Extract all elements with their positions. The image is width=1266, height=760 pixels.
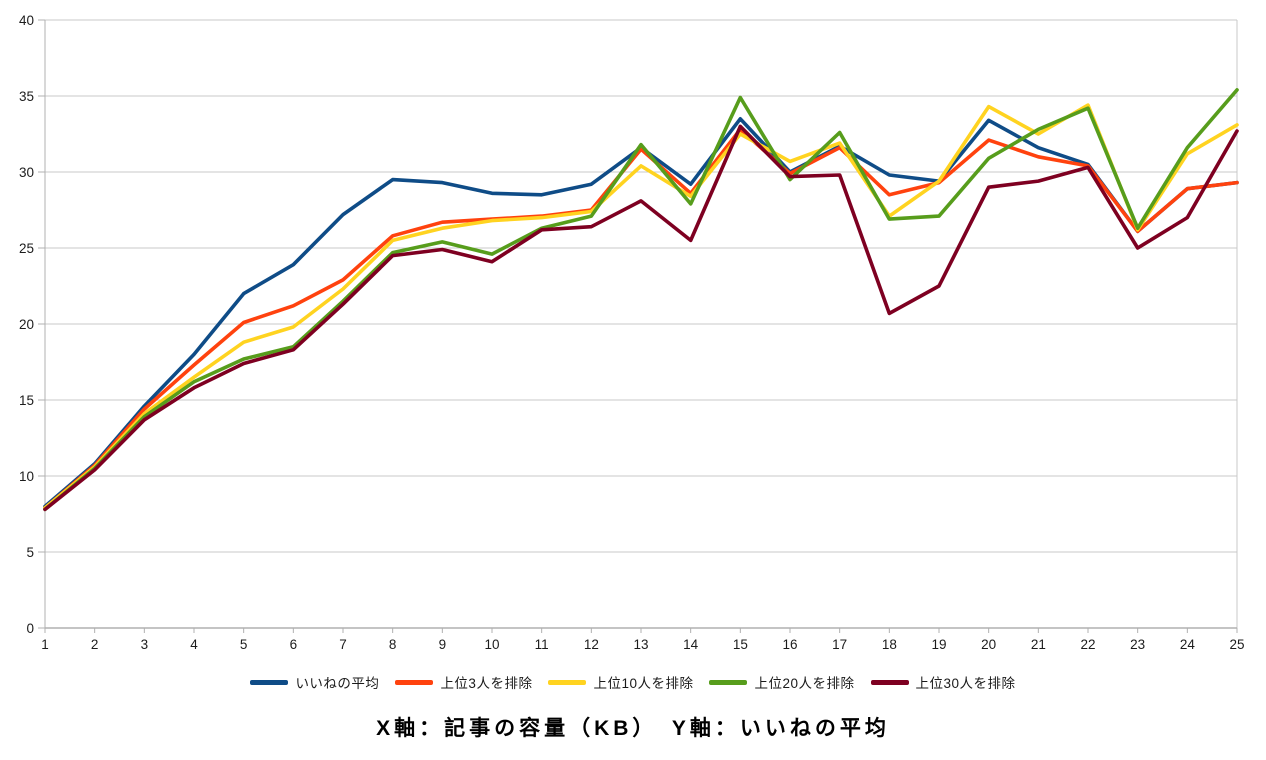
x-axis-label-5: 5 [240, 637, 248, 652]
x-axis-label-7: 7 [339, 637, 347, 652]
x-axis-label-19: 19 [931, 637, 946, 652]
x-axis-label-4: 4 [190, 637, 198, 652]
legend-line-swatch-maroon [870, 679, 909, 685]
x-axis-label-22: 22 [1080, 637, 1095, 652]
legend-label: 上位10人を排除 [593, 676, 694, 691]
legend-line-swatch-green [709, 679, 748, 685]
x-axis-label-6: 6 [290, 637, 298, 652]
legend-line-swatch-blue [250, 679, 289, 685]
x-axis-label-23: 23 [1130, 637, 1145, 652]
y-axis-label-15: 15 [19, 393, 34, 408]
axes [38, 19, 1238, 633]
y-axis-label-40: 40 [19, 13, 34, 28]
legend-label: 上位3人を排除 [440, 676, 533, 691]
x-axis-label-12: 12 [584, 637, 599, 652]
y-axis-label-10: 10 [19, 469, 34, 484]
gridlines [45, 19, 1237, 629]
x-axis-label-24: 24 [1180, 637, 1196, 652]
chart-legend: いいねの平均 上位3人を排除 上位10人を排除 上位20人を排除 上位30人を排… [0, 672, 1266, 692]
y-axis-label-20: 20 [19, 317, 34, 332]
x-axis-label-1: 1 [41, 637, 49, 652]
legend-item-exclude-top10: 上位10人を排除 [548, 672, 693, 692]
y-axis-label-5: 5 [26, 545, 34, 560]
legend-item-exclude-top30: 上位30人を排除 [870, 672, 1016, 692]
x-axis-label-20: 20 [981, 637, 996, 652]
y-axis-label-35: 35 [19, 89, 34, 104]
x-axis-label-15: 15 [733, 637, 748, 652]
x-axis-label-3: 3 [141, 637, 149, 652]
x-axis-label-9: 9 [439, 637, 447, 652]
x-axis-label-16: 16 [782, 637, 797, 652]
legend-line-swatch-orange [395, 679, 434, 685]
series-line-1 [43, 127, 1239, 510]
x-axis-label-18: 18 [882, 637, 897, 652]
legend-item-exclude-top3: 上位3人を排除 [395, 672, 532, 692]
legend-label: 上位30人を排除 [915, 676, 1016, 691]
x-axis-label-21: 21 [1031, 637, 1046, 652]
legend-label: 上位20人を排除 [754, 676, 855, 691]
y-axis-label-25: 25 [19, 241, 34, 256]
x-axis-label-13: 13 [633, 637, 648, 652]
series-line-2 [43, 103, 1239, 510]
x-axis-label-10: 10 [484, 637, 499, 652]
x-axis-label-11: 11 [535, 637, 549, 652]
legend-item-exclude-top20: 上位20人を排除 [709, 672, 854, 692]
x-axis-label-25: 25 [1229, 637, 1244, 652]
legend-item-average: いいねの平均 [250, 672, 379, 692]
x-axis-label-17: 17 [832, 637, 847, 652]
x-axis-label-2: 2 [91, 637, 99, 652]
x-axis-label-14: 14 [683, 637, 699, 652]
axis-description-caption: X軸：記事の容量（KB） Y軸：いいねの平均 [376, 717, 890, 740]
legend-line-swatch-yellow [548, 679, 587, 685]
legend-label: いいねの平均 [295, 676, 380, 691]
y-axis-label-30: 30 [19, 165, 34, 180]
y-axis-label-0: 0 [26, 621, 34, 636]
series-line-4 [43, 124, 1239, 512]
data-series-lines [43, 88, 1239, 512]
series-line-3 [43, 88, 1239, 512]
x-axis-label-8: 8 [389, 637, 397, 652]
